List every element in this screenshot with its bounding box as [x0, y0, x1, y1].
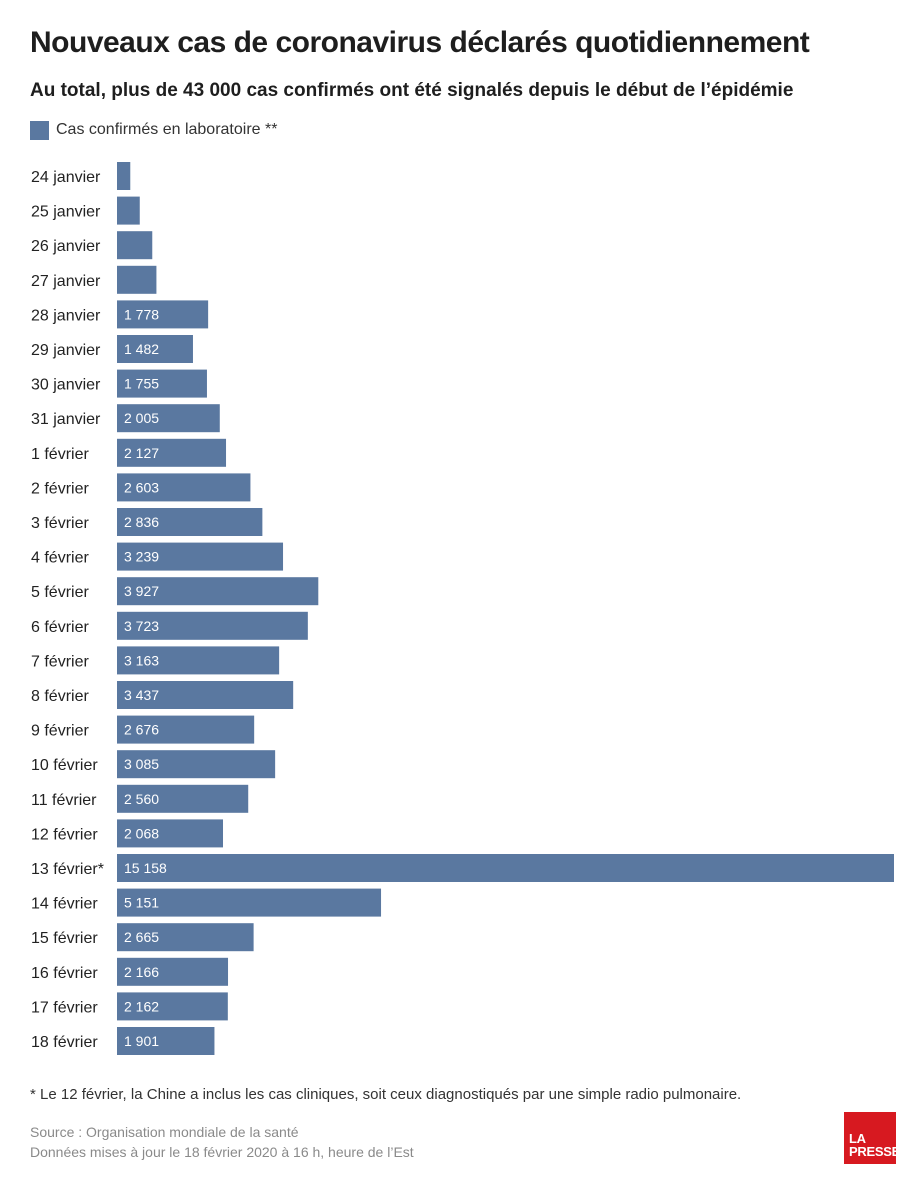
bar [117, 992, 228, 1021]
bar-value-label: 3 723 [124, 618, 159, 634]
source-line: Source : Organisation mondiale de la san… [30, 1124, 299, 1140]
legend-swatch [30, 120, 49, 140]
bar [117, 438, 227, 467]
bar [117, 715, 255, 744]
bar-value-label: 2 676 [124, 722, 159, 738]
legend-label: Cas confirmés en laboratoire ** [56, 121, 278, 138]
category-label: 14 février [31, 896, 98, 913]
category-label: 29 janvier [31, 342, 101, 359]
bar [117, 784, 249, 813]
bar-value-label: 2 603 [124, 479, 159, 495]
bar-value-label: 2 560 [124, 791, 159, 807]
category-label: 5 février [31, 584, 89, 601]
category-label: 26 janvier [31, 238, 101, 255]
bar-value-label: 1 901 [124, 1033, 159, 1049]
bar-value-label: 3 085 [124, 756, 159, 772]
bar [117, 577, 319, 606]
category-label: 12 février [31, 826, 98, 843]
bar-chart: 24 janvier 25 janvier 26 janvier 27 janvier… [31, 162, 894, 1055]
footnote: * Le 12 février, la Chine a inclus les c… [30, 1086, 742, 1103]
bar-value-label: 1 778 [124, 306, 159, 322]
category-label: 11 février [31, 792, 97, 809]
category-label: 16 février [31, 965, 98, 982]
bar [117, 404, 220, 433]
bar [117, 750, 276, 779]
bar [117, 231, 153, 260]
category-label: 6 février [31, 619, 89, 636]
category-label: 3 février [31, 515, 89, 532]
category-label: 8 février [31, 688, 89, 705]
bar [117, 473, 251, 502]
bar [117, 300, 209, 329]
chart-title: Nouveaux cas de coronavirus déclarés quo… [30, 26, 810, 59]
bar-value-label: 1 482 [124, 341, 159, 357]
bar [117, 508, 263, 536]
category-label: 25 janvier [31, 204, 101, 221]
category-label: 1 février [31, 446, 89, 463]
category-label: 15 février [31, 930, 98, 947]
category-label: 7 février [31, 653, 89, 670]
bar [117, 854, 894, 882]
bar-value-label: 3 437 [124, 687, 159, 703]
category-label: 28 janvier [31, 307, 101, 324]
category-label: 31 janvier [31, 411, 101, 428]
bar [117, 1027, 215, 1055]
bar [117, 957, 229, 986]
bar-value-label: 2 127 [124, 445, 159, 461]
bar [117, 819, 224, 848]
category-label: 18 février [31, 1034, 98, 1051]
bar [117, 162, 131, 190]
bar-value-label: 2 166 [124, 964, 159, 980]
bar [117, 681, 294, 709]
logo-line-1: LA [849, 1131, 866, 1146]
bar-value-label: 1 755 [124, 376, 159, 392]
bar [117, 265, 157, 294]
bar-value-label: 3 163 [124, 652, 159, 668]
legend: Cas confirmés en laboratoire ** [30, 119, 277, 141]
update-line: Données mises à jour le 18 février 2020 … [30, 1144, 414, 1160]
bar-value-label: 5 151 [124, 895, 159, 911]
category-label: 2 février [31, 480, 89, 497]
chart-subtitle: Au total, plus de 43 000 cas confirmés o… [30, 80, 794, 101]
bar [117, 646, 280, 675]
category-label: 30 janvier [31, 377, 101, 394]
bar [117, 196, 140, 225]
category-label: 4 février [31, 550, 89, 567]
bar-value-label: 15 158 [124, 860, 167, 876]
bar [117, 335, 193, 363]
logo-line-2: PRESSE [849, 1144, 900, 1159]
bar [117, 888, 382, 917]
bar [117, 369, 207, 398]
bar-value-label: 2 005 [124, 410, 159, 426]
category-label: 17 février [31, 999, 98, 1016]
bar [117, 611, 308, 640]
category-label: 24 janvier [31, 169, 101, 186]
category-label: 9 février [31, 723, 89, 740]
bar-value-label: 2 162 [124, 998, 159, 1014]
la-presse-logo: LA PRESSE [844, 1112, 900, 1164]
bar [117, 923, 254, 952]
bar-value-label: 2 836 [124, 514, 159, 530]
bar-value-label: 3 239 [124, 549, 159, 565]
category-label: 27 janvier [31, 273, 101, 290]
bar-value-label: 3 927 [124, 583, 159, 599]
bar-value-label: 2 665 [124, 929, 159, 945]
source-note: Source : Organisation mondiale de la san… [30, 1122, 414, 1162]
category-label: 10 février [31, 757, 98, 774]
bar-value-label: 2 068 [124, 825, 159, 841]
bar [117, 542, 284, 571]
category-label: 13 février* [31, 861, 104, 878]
